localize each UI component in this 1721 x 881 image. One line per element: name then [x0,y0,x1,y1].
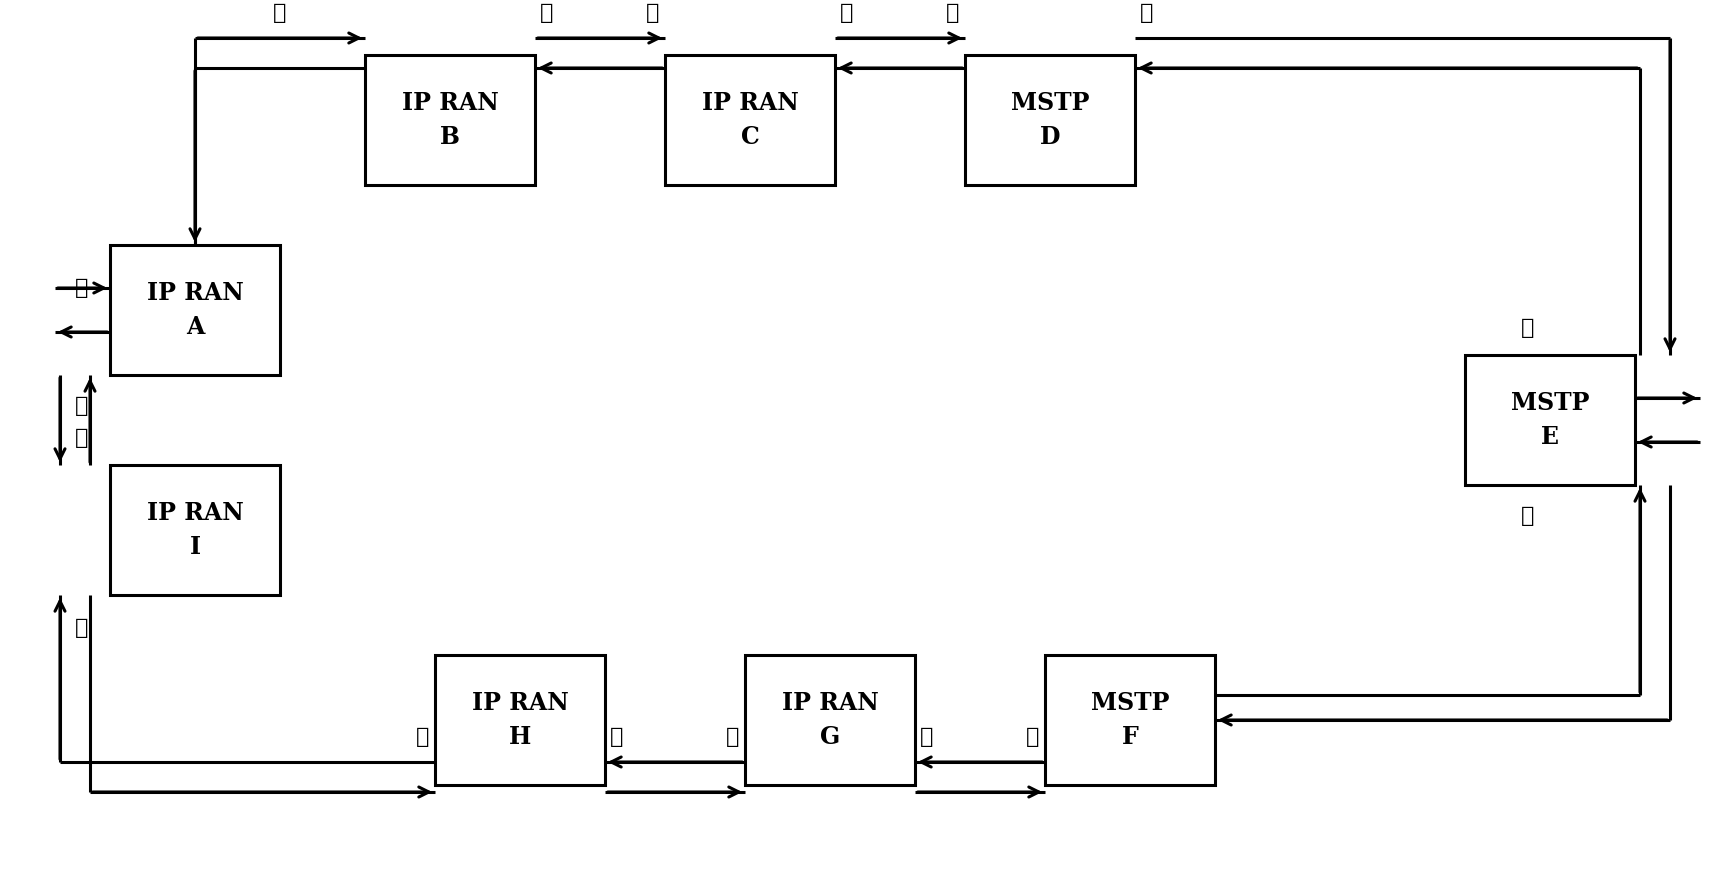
Text: IP RAN
H: IP RAN H [472,692,568,749]
Bar [664,55,835,185]
Text: IP RAN
B: IP RAN B [401,92,499,149]
Text: 西: 西 [947,2,960,24]
Text: IP RAN
A: IP RAN A [146,281,243,339]
Text: 西: 西 [726,726,740,748]
Bar [110,245,281,375]
Text: 西: 西 [76,617,89,639]
Bar [435,655,606,785]
Text: MSTP
F: MSTP F [1091,692,1169,749]
Text: 东: 东 [1521,505,1535,527]
Bar [365,55,535,185]
Text: 西: 西 [647,2,659,24]
Text: 东: 东 [840,2,854,24]
Text: IP RAN
I: IP RAN I [146,501,243,559]
Bar [1465,355,1635,485]
Text: 东: 东 [1141,2,1153,24]
Text: 东: 东 [921,726,935,748]
Text: 西: 西 [76,427,89,449]
Bar [110,465,281,595]
Text: MSTP
D: MSTP D [1010,92,1089,149]
Text: 东: 东 [540,2,554,24]
Text: IP RAN
C: IP RAN C [702,92,799,149]
Bar [965,55,1136,185]
Text: 东: 东 [416,726,430,748]
Text: 西: 西 [1026,726,1039,748]
Text: 东: 东 [76,277,89,299]
Text: 西: 西 [1521,317,1535,339]
Bar [745,655,916,785]
Text: MSTP
E: MSTP E [1511,391,1588,448]
Text: 西: 西 [274,2,287,24]
Bar [1045,655,1215,785]
Text: 西: 西 [76,395,89,417]
Text: 东: 东 [611,726,623,748]
Text: IP RAN
G: IP RAN G [781,692,878,749]
